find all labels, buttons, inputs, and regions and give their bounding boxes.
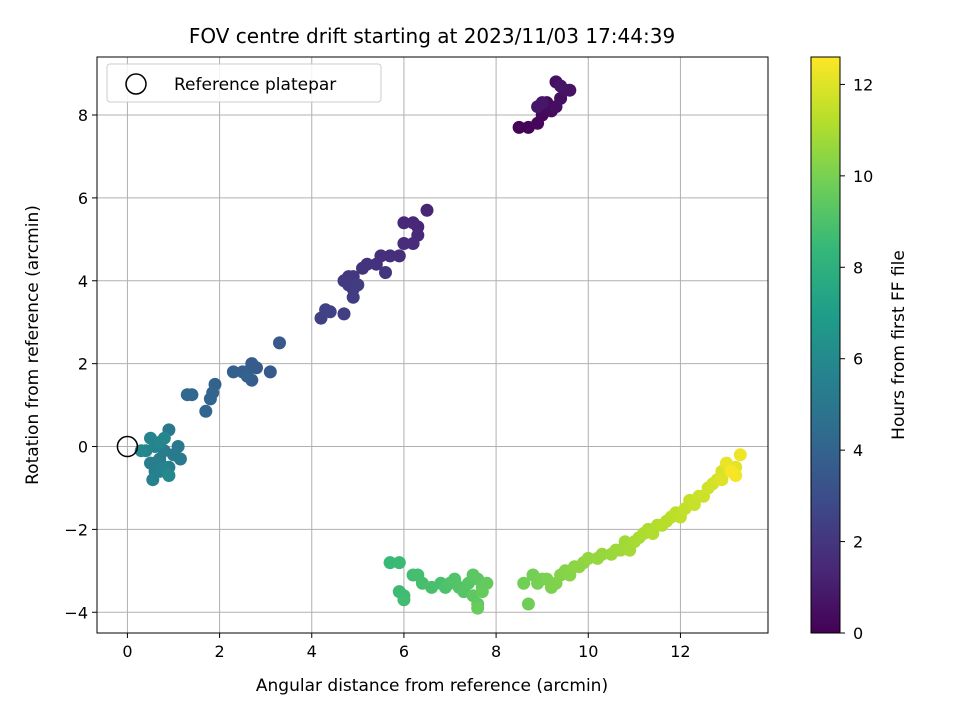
data-point [240, 369, 254, 383]
data-point [392, 556, 406, 570]
legend-box [106, 63, 382, 103]
data-point [406, 216, 420, 230]
data-point [517, 576, 531, 590]
data-point [535, 96, 549, 110]
data-point [554, 79, 568, 93]
x-axis-label: Angular distance from reference (arcmin) [256, 676, 608, 696]
colorbar-tick-label: 8 [853, 258, 863, 277]
data-point [383, 556, 397, 570]
data-point [475, 585, 489, 599]
data-point [369, 257, 383, 271]
colorbar-gradient [810, 56, 841, 634]
data-point [356, 261, 369, 275]
data-point [724, 464, 738, 478]
chart-title: FOV centre drift starting at 2023/11/03 … [189, 24, 675, 48]
data-point [146, 473, 160, 487]
legend-marker [125, 73, 147, 95]
data-point [521, 597, 535, 611]
data-point [346, 290, 360, 304]
data-point [383, 249, 397, 263]
data-point [337, 307, 351, 321]
x-tick-label: 12 [670, 642, 690, 661]
colorbar-tick-label: 6 [853, 350, 863, 369]
data-point [273, 336, 286, 350]
data-point [162, 469, 176, 482]
data-point [392, 249, 406, 263]
scatter-points [116, 75, 747, 615]
y-tick-label: 4 [78, 272, 88, 291]
x-tick-label: 0 [122, 642, 132, 661]
data-point [397, 237, 411, 250]
data-point [323, 305, 337, 319]
y-tick-label: 6 [78, 189, 88, 208]
colorbar-tick-label: 2 [853, 533, 863, 552]
data-point [471, 601, 485, 615]
data-point [263, 365, 277, 379]
data-point [733, 448, 747, 462]
y-tick-label: 2 [78, 355, 88, 374]
colorbar-label: Hours from first FF file [889, 250, 909, 440]
x-tick-label: 6 [399, 642, 409, 661]
data-point [180, 388, 194, 402]
data-point [406, 237, 420, 250]
x-tick-label: 10 [578, 642, 598, 661]
legend: Reference platepar [106, 63, 382, 103]
x-tick-label: 2 [214, 642, 224, 661]
colorbar-tick-label: 12 [853, 75, 873, 94]
grid-lines [97, 57, 768, 633]
legend-label: Reference platepar [174, 75, 336, 95]
y-tick-label: 0 [78, 438, 88, 457]
colorbar: 0 2 4 6 8 10 12 Hours from first FF file [810, 56, 909, 643]
data-point [199, 404, 213, 418]
data-point [157, 431, 171, 445]
axis-ticks: 0 2 4 6 8 10 12 −4 −2 0 2 4 6 8 [64, 106, 690, 661]
data-point [203, 392, 217, 406]
reference-platepar-marker [116, 435, 139, 458]
x-tick-label: 4 [307, 642, 317, 661]
data-point [226, 365, 240, 379]
colorbar-ticks: 0 2 4 6 8 10 12 [840, 75, 873, 643]
data-point [512, 120, 526, 134]
data-point [342, 278, 356, 292]
data-point [397, 216, 411, 230]
data-point [351, 278, 365, 292]
colorbar-tick-label: 0 [853, 624, 863, 643]
y-tick-label: −2 [64, 520, 88, 539]
data-point [379, 266, 392, 279]
data-point [420, 203, 434, 217]
data-point [397, 593, 411, 607]
data-point [715, 473, 729, 487]
x-tick-label: 8 [491, 642, 501, 661]
y-tick-label: −4 [64, 603, 88, 622]
colorbar-tick-label: 4 [853, 441, 863, 460]
colorbar-tick-label: 10 [853, 167, 873, 186]
y-axis-label: Rotation from reference (arcmin) [23, 205, 43, 485]
y-tick-label: 8 [78, 106, 88, 125]
plot-frame [96, 56, 769, 634]
data-point [581, 551, 595, 565]
data-point [595, 547, 609, 561]
